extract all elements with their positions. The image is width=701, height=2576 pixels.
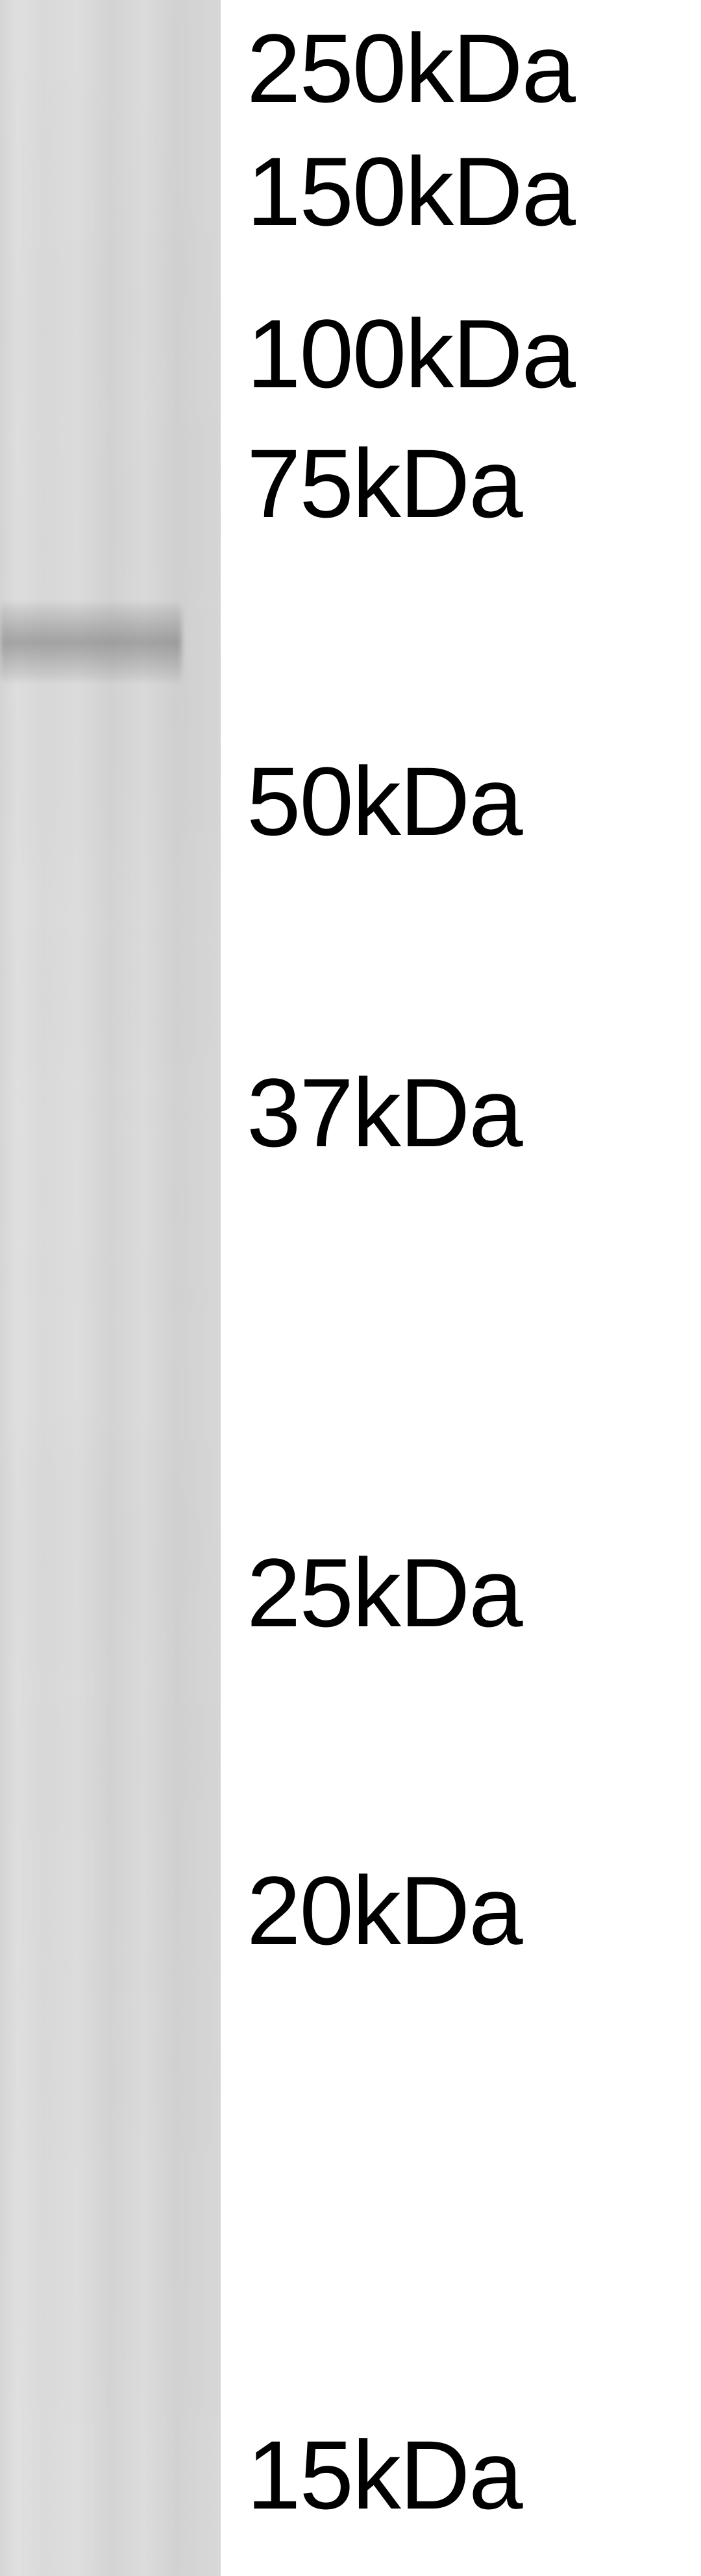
marker-label: 25kDa (247, 1544, 522, 1641)
molecular-weight-marker-labels: 250kDa 150kDa 100kDa 75kDa 50kDa 37kDa 2… (221, 0, 701, 2576)
blot-lane (0, 0, 221, 2576)
marker-label: 250kDa (247, 19, 574, 117)
marker-label: 15kDa (247, 2426, 522, 2523)
marker-label: 20kDa (247, 1862, 522, 1959)
marker-label: 37kDa (247, 1064, 522, 1161)
western-blot-figure: 250kDa 150kDa 100kDa 75kDa 50kDa 37kDa 2… (0, 0, 701, 2576)
marker-label: 150kDa (247, 143, 574, 240)
marker-label: 50kDa (247, 752, 522, 850)
marker-label: 100kDa (247, 305, 574, 402)
marker-label: 75kDa (247, 435, 522, 532)
protein-band (0, 603, 182, 681)
